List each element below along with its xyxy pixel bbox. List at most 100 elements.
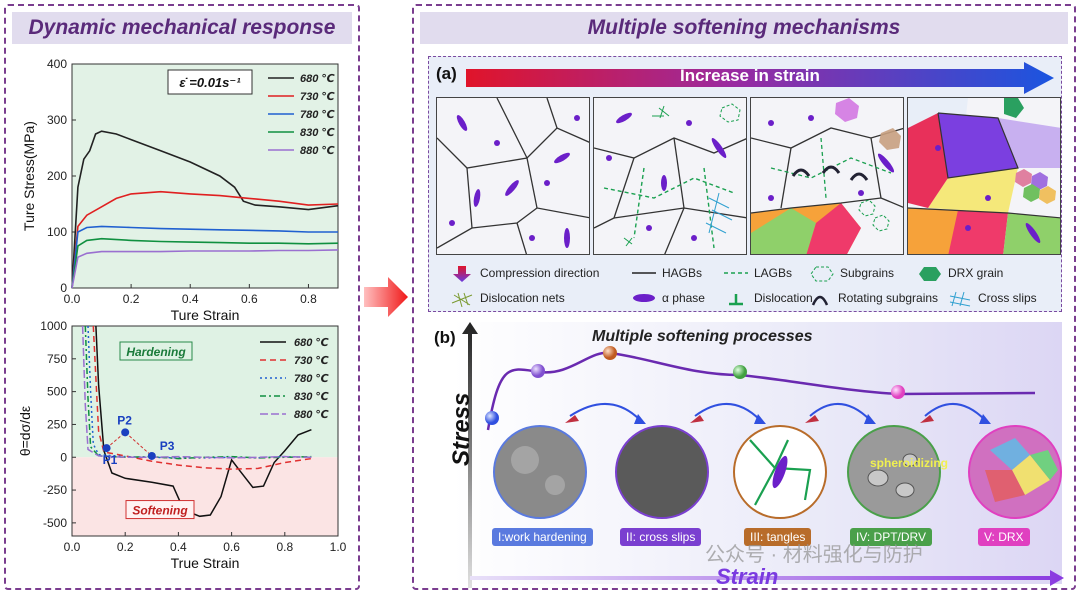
top-legend-label: 780 ℃ <box>300 109 335 121</box>
subgrain-hexagon-icon <box>810 266 834 282</box>
panel-b-title: Multiple softening processes <box>592 328 813 345</box>
top-x-tick-label: 0.2 <box>123 292 140 306</box>
top-y-tick-label: 100 <box>47 225 67 239</box>
bottom-x-tick-label: 0.2 <box>117 540 134 554</box>
left-panel-title: Dynamic mechanical response <box>12 12 352 44</box>
bottom-y-tick-label: -500 <box>43 516 67 530</box>
legend-dislocation-nets: Dislocation nets <box>450 291 565 308</box>
left-panel: Dynamic mechanical response <box>4 4 360 590</box>
bottom-y-tick-label: 0 <box>60 450 67 464</box>
top-x-tick-label: 0.4 <box>182 292 199 306</box>
top-y-axis-label: Ture Stress(MPa) <box>21 121 37 231</box>
stage-label-cross-slips: II: cross slips <box>620 528 702 546</box>
legend-subgrains: Subgrains <box>810 266 894 282</box>
increase-strain-text: Increase in strain <box>680 66 820 85</box>
microstructure-stage-1 <box>436 97 590 255</box>
dpt-drv-micrograph <box>847 425 941 519</box>
bottom-y-tick-label: -250 <box>43 483 67 497</box>
bottom-y-axis-label: θ=dσ/dε <box>17 406 33 456</box>
bottom-x-tick-label: 0.4 <box>170 540 187 554</box>
hardening-tag-box <box>119 341 193 361</box>
top-series-line-3 <box>71 237 339 289</box>
panel-a-label: (a) <box>436 64 457 83</box>
hardening-label: Hardening <box>126 345 186 359</box>
right-panel: Multiple softening mechanisms <box>412 4 1076 590</box>
top-x-axis-label: Ture Strain <box>171 307 240 320</box>
softening-label: Softening <box>132 504 188 518</box>
bottom-x-tick-label: 0.8 <box>276 540 293 554</box>
hardening-zone <box>72 326 338 458</box>
cross-slips-micrograph <box>615 425 709 519</box>
panel-b-curve <box>462 322 1064 588</box>
microstructure-stage-4 <box>907 97 1061 255</box>
top-y-tick-label: 200 <box>47 169 67 183</box>
bottom-x-tick-label: 0.0 <box>64 540 81 554</box>
right-panel-title: Multiple softening mechanisms <box>420 12 1068 44</box>
legend-cross-slips: Cross slips <box>948 291 1037 307</box>
point-label-p3: P3 <box>160 439 175 453</box>
stage-label-dpt-drv: IV: DPT/DRV <box>850 528 933 546</box>
hardening-rate-chart: -500 -250 0 250 500 750 1000 0.0 0.2 0.4 0.6 0.8 1.0… <box>17 319 347 571</box>
top-y-tick-label: 0 <box>60 281 67 295</box>
compression-arrow-icon <box>450 266 474 282</box>
bottom-legend-label: 880 ℃ <box>294 409 329 421</box>
bottom-y-tick-label: 500 <box>47 385 67 399</box>
strain-rate-box <box>167 69 253 95</box>
spheroidizing-label: spheroidizing <box>870 456 948 470</box>
rotating-subgrain-icon <box>808 291 832 306</box>
stress-strain-chart: 0 100 200 300 400 0.0 0.2 0.4 0.6 0.8 Ture Strain T… <box>21 57 339 320</box>
bottom-series-line-0 <box>95 325 312 518</box>
legend-dislocation: Dislocation <box>724 291 813 306</box>
lagbs-line-icon <box>724 266 748 280</box>
legend-alpha-phase: α phase <box>632 291 705 305</box>
panel-b-label: (b) <box>434 328 456 347</box>
bottom-plot-area <box>71 325 339 537</box>
dislocation-icon <box>724 291 748 306</box>
bottom-y-tick-label: 1000 <box>40 319 67 333</box>
bottom-y-tick-label: 250 <box>47 417 67 431</box>
microstructure-stage-3 <box>750 97 904 255</box>
strain-axis-label: Strain <box>716 564 779 589</box>
top-x-tick-label: 0.6 <box>241 292 258 306</box>
top-x-tick-label: 0.0 <box>64 292 81 306</box>
bottom-series-line-4 <box>81 325 312 459</box>
top-plot-area <box>71 63 339 289</box>
point-label-p2: P2 <box>117 413 132 427</box>
top-legend-label: 830 ℃ <box>300 127 335 139</box>
cross-slip-icon <box>948 291 972 307</box>
microstructure-stage-2 <box>593 97 747 255</box>
top-x-tick-label: 0.8 <box>300 292 317 306</box>
work-hardening-micrograph <box>493 425 587 519</box>
increase-strain-arrow <box>466 62 1054 94</box>
alpha-phase-icon <box>632 291 656 305</box>
bottom-x-tick-label: 0.6 <box>223 540 240 554</box>
legend-hagbs: HAGBs <box>632 266 702 280</box>
legend-lagbs: LAGBs <box>724 266 792 280</box>
top-y-tick-label: 400 <box>47 57 67 71</box>
point-marker-p1 <box>102 444 111 453</box>
softening-tag-box <box>125 500 195 520</box>
bottom-legend-label: 730 ℃ <box>294 355 329 367</box>
bottom-y-tick-label: 750 <box>47 352 67 366</box>
watermark-text: 公众号 · 材料强化与防护 <box>705 544 923 566</box>
bottom-x-tick-label: 1.0 <box>330 540 347 554</box>
point-marker-p2 <box>121 428 130 437</box>
stage-label-tangles: III: tangles <box>744 528 812 546</box>
legend-compression-direction: Compression direction <box>450 266 599 282</box>
drx-hexagon-icon <box>918 266 942 281</box>
top-y-tick-label: 300 <box>47 113 67 127</box>
top-legend-label: 730 ℃ <box>300 91 335 103</box>
legend-drx-grain: DRX grain <box>918 266 1003 281</box>
top-series-line-0 <box>71 130 339 289</box>
stress-axis-label: Stress <box>448 392 475 466</box>
stage-label-drx: V: DRX <box>978 528 1030 546</box>
top-legend-label: 880 ℃ <box>300 145 335 157</box>
hagbs-line-icon <box>632 266 656 280</box>
transition-arrow-icon <box>364 277 408 317</box>
point-label-p1: P1 <box>103 453 118 467</box>
top-legend-label: 680 ℃ <box>300 73 335 85</box>
bottom-legend-label: 680 ℃ <box>294 337 329 349</box>
strain-rate-label: ε̇ =0.01s⁻¹ <box>179 75 241 90</box>
softening-zone <box>72 457 338 536</box>
legend-rotating-subgrains: Rotating subgrains <box>808 291 938 306</box>
